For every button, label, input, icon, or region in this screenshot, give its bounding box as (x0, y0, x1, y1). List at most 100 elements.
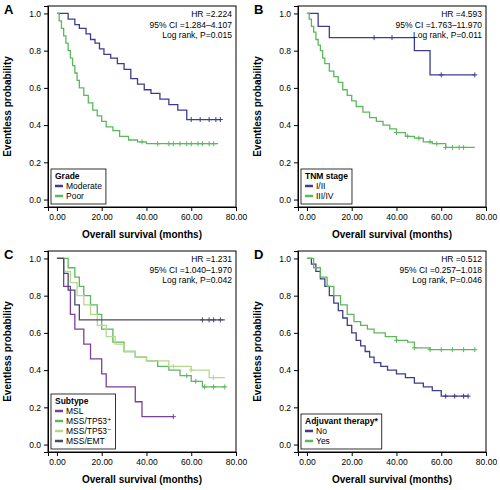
tick-mark (294, 333, 298, 334)
tick-label: 60.00 (431, 457, 453, 467)
legend-label: MSS/EMT (66, 436, 105, 446)
tick-label: 1.0 (29, 9, 41, 19)
tick-mark (146, 207, 147, 211)
tick: 0.8 (279, 291, 298, 301)
tick-mark (236, 452, 237, 456)
censor-mark (207, 317, 212, 322)
x-axis-title: Overall survival (months) (332, 229, 452, 240)
censor-mark (472, 72, 477, 77)
tick-label: 80.00 (476, 212, 498, 222)
tick-label: 0.8 (279, 46, 291, 56)
legend-label: MSL (66, 406, 84, 416)
annotation: Log rank, P=0.042 (162, 275, 232, 285)
tick-label: 0.2 (29, 158, 41, 168)
tick-mark (44, 51, 48, 52)
tick-label: 0.2 (279, 158, 291, 168)
legend-label: III/IV (316, 191, 334, 201)
tick-label: 60.00 (431, 212, 453, 222)
tick: 80.00 (476, 207, 498, 222)
tick-label: 0.8 (279, 291, 291, 301)
tick-label: 0.2 (279, 403, 291, 413)
censor-mark (439, 347, 444, 352)
tick-label: 1.0 (279, 9, 291, 19)
tick: 0.0 (279, 440, 298, 450)
tick: 0.0 (29, 195, 48, 205)
legend-label: I/II (316, 181, 325, 191)
plot-area: 0.0020.0040.0060.0080.000.00.20.40.60.81… (279, 6, 497, 222)
censor-mark (390, 35, 395, 40)
plot-frame (298, 251, 486, 452)
censor-mark (166, 141, 171, 146)
censor-mark (211, 141, 216, 146)
annotation: 95% CI =0.257–1.018 (400, 265, 483, 275)
tick-mark (44, 200, 48, 201)
legend: Adjuvant therapy*NoYes (301, 414, 382, 449)
censor-mark (200, 317, 205, 322)
tick: 0.00 (49, 207, 66, 222)
tick: 20.00 (92, 207, 114, 222)
legend-title: TNM stage (305, 171, 348, 181)
tick: 40.00 (136, 452, 158, 467)
tick-mark (486, 207, 487, 211)
censor-mark (189, 117, 194, 122)
x-axis-title: Overall survival (months) (82, 474, 202, 485)
tick: 40.00 (136, 207, 158, 222)
legend-box (51, 394, 116, 449)
tick-label: 0.4 (279, 120, 291, 130)
tick-mark (57, 207, 58, 211)
tick: 0.6 (279, 328, 298, 338)
axis-line (44, 252, 49, 453)
legend-label: Moderate (66, 181, 102, 191)
panel: 0.0020.0040.0060.0080.000.00.20.40.60.81… (2, 2, 247, 240)
plot-frame (48, 251, 236, 452)
tick: 0.8 (29, 46, 48, 56)
tick-label: 0.0 (29, 440, 41, 450)
tick: 0.00 (299, 452, 316, 467)
censor-mark (428, 347, 433, 352)
censor-mark (428, 139, 433, 144)
legend-swatch (305, 430, 313, 433)
tick: 0.2 (279, 158, 298, 168)
tick: 40.00 (386, 207, 408, 222)
tick-label: 0.8 (29, 46, 41, 56)
tick: 1.0 (29, 9, 48, 19)
tick: 1.0 (279, 254, 298, 264)
legend-label: Poor (66, 191, 84, 201)
censor-mark (434, 141, 439, 146)
tick-mark (57, 452, 58, 456)
tick: 0.6 (279, 83, 298, 93)
legend-swatch (55, 410, 63, 413)
tick: 0.4 (29, 365, 48, 375)
tick-mark (44, 370, 48, 371)
tick-mark (236, 207, 237, 211)
tick-mark (294, 13, 298, 14)
censor-mark (461, 347, 466, 352)
censor-mark (450, 145, 455, 150)
tick: 20.00 (342, 452, 364, 467)
y-axis-title: Eventless probability (2, 56, 13, 157)
x-axis: 0.0020.0040.0060.0080.00 (49, 207, 248, 222)
tick-label: 0.4 (29, 365, 41, 375)
legend-swatch (55, 420, 63, 423)
censor-mark (472, 347, 477, 352)
tick-label: 0.00 (49, 212, 66, 222)
tick-label: 40.00 (386, 457, 408, 467)
tick-label: 20.00 (92, 212, 114, 222)
tick-mark (102, 452, 103, 456)
tick-mark (294, 258, 298, 259)
legend-swatch (305, 185, 313, 188)
tick: 0.00 (299, 207, 316, 222)
tick-mark (307, 207, 308, 211)
tick-mark (294, 296, 298, 297)
axis-line (49, 208, 237, 212)
censor-mark (443, 394, 448, 399)
tick: 80.00 (476, 452, 498, 467)
tick-mark (294, 51, 298, 52)
censor-mark (193, 379, 198, 384)
censor-mark (171, 364, 176, 369)
tick-label: 60.00 (181, 212, 203, 222)
censor-mark (207, 117, 212, 122)
censor-mark (372, 35, 377, 40)
legend: SubtypeMSLMSS/TP53⁺MSS/TP53⁻MSS/EMT (51, 394, 116, 449)
tick: 80.00 (226, 452, 248, 467)
